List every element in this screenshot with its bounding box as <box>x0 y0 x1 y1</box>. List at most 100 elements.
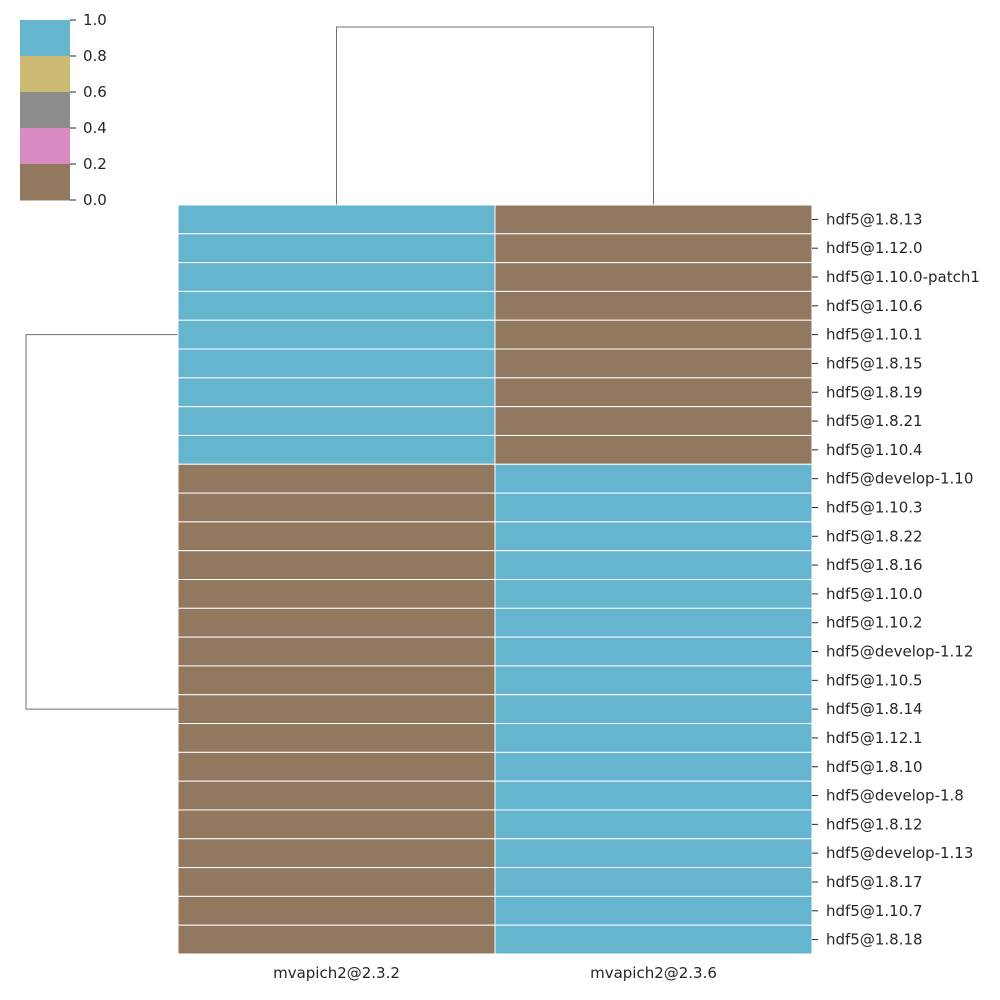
heatmap-cell <box>177 204 496 235</box>
heatmap-cell <box>177 636 496 667</box>
row-label: hdf5@1.8.12 <box>826 815 923 833</box>
heatmap-cell <box>177 492 496 523</box>
heatmap-cell <box>494 867 813 897</box>
row-label: hdf5@1.10.2 <box>826 614 923 632</box>
colorbar-tick-label: 0.4 <box>83 119 107 137</box>
heatmap-cell <box>494 607 813 638</box>
row-label: hdf5@1.12.1 <box>826 729 923 747</box>
heatmap-cell <box>177 463 496 494</box>
heatmap-cell <box>494 262 813 292</box>
heatmap-cell <box>494 463 813 494</box>
heatmap-cell <box>494 751 813 782</box>
colorbar-tick-label: 0.6 <box>83 83 107 101</box>
heatmap-cell <box>177 838 496 869</box>
heatmap-cell <box>177 521 496 552</box>
column-dendrogram <box>336 26 654 205</box>
heatmap-cell <box>177 665 496 696</box>
colorbar-tick-label: 0.0 <box>83 191 107 209</box>
heatmap-cell <box>494 233 813 264</box>
row-label: hdf5@1.8.18 <box>826 931 923 949</box>
column-labels: mvapich2@2.3.2 mvapich2@2.3.6 <box>273 964 717 982</box>
heatmap-cell <box>494 579 813 609</box>
row-label: hdf5@1.8.17 <box>826 873 923 891</box>
heatmap-cell <box>494 290 813 321</box>
heatmap-cell <box>177 262 496 292</box>
heatmap-cell <box>494 550 813 581</box>
heatmap-cell <box>177 607 496 638</box>
row-label: hdf5@develop-1.13 <box>826 844 973 862</box>
heatmap-cell <box>494 809 813 840</box>
heatmap-cell <box>177 434 496 465</box>
row-label: hdf5@develop-1.8 <box>826 787 964 805</box>
row-label: hdf5@1.8.15 <box>826 354 923 372</box>
column-label: mvapich2@2.3.6 <box>590 964 717 982</box>
heatmap-cell <box>494 636 813 667</box>
heatmap-cell <box>177 579 496 609</box>
colorbar-tick-label: 1.0 <box>83 11 107 29</box>
heatmap-cell <box>494 434 813 465</box>
row-label: hdf5@1.12.0 <box>826 239 923 257</box>
column-dendrogram-link <box>336 26 654 205</box>
row-label: hdf5@1.8.22 <box>826 527 923 545</box>
row-label: hdf5@1.10.0-patch1 <box>826 268 980 286</box>
column-label: mvapich2@2.3.2 <box>273 964 400 982</box>
heatmap-cell <box>177 319 496 350</box>
heatmap-cell <box>177 924 496 955</box>
heatmap-cell <box>494 377 813 408</box>
row-label: hdf5@develop-1.10 <box>826 470 973 488</box>
heatmap-cell <box>494 665 813 696</box>
heatmap-cell <box>494 924 813 955</box>
row-dendrogram-link <box>25 334 178 710</box>
heatmap-cell <box>494 204 813 235</box>
heatmap-cell <box>494 838 813 869</box>
row-label: hdf5@develop-1.12 <box>826 643 973 661</box>
colorbar-segment <box>20 20 70 57</box>
row-dendrogram <box>25 334 178 710</box>
heatmap-cell <box>177 780 496 811</box>
heatmap-cell <box>177 233 496 264</box>
heatmap-cell <box>494 780 813 811</box>
heatmap-cell <box>177 290 496 321</box>
row-label: hdf5@1.10.3 <box>826 498 923 516</box>
colorbar-segment <box>20 164 70 201</box>
heatmap-cell <box>177 406 496 436</box>
heatmap-cell <box>494 319 813 350</box>
heatmap-cell <box>494 521 813 552</box>
heatmap-cell <box>177 694 496 725</box>
row-label: hdf5@1.10.5 <box>826 671 923 689</box>
row-label: hdf5@1.10.6 <box>826 297 923 315</box>
heatmap-cell <box>177 895 496 926</box>
row-label: hdf5@1.8.21 <box>826 412 923 430</box>
row-label: hdf5@1.8.10 <box>826 758 923 776</box>
row-label: hdf5@1.8.19 <box>826 383 923 401</box>
colorbar: 1.0 0.8 0.6 0.4 0.2 0.0 <box>20 11 107 209</box>
row-label: hdf5@1.10.1 <box>826 326 923 344</box>
row-label: hdf5@1.8.13 <box>826 210 923 228</box>
heatmap-cell <box>494 723 813 753</box>
heatmap-cell <box>177 751 496 782</box>
heatmap-cell <box>177 377 496 408</box>
heatmap-cell <box>494 895 813 926</box>
row-label: hdf5@1.8.16 <box>826 556 923 574</box>
heatmap-cell <box>494 492 813 523</box>
row-label: hdf5@1.8.14 <box>826 700 923 718</box>
row-labels: hdf5@1.8.13 hdf5@1.12.0 hdf5@1.10.0-patch1… <box>812 210 980 949</box>
heatmap-cell <box>177 550 496 581</box>
row-label: hdf5@1.10.7 <box>826 902 923 920</box>
colorbar-tick-label: 0.8 <box>83 47 107 65</box>
row-label: hdf5@1.10.0 <box>826 585 923 603</box>
heatmap-cell <box>494 406 813 436</box>
colorbar-segment <box>20 56 70 93</box>
heatmap-cell <box>177 867 496 897</box>
heatmap-cell <box>494 694 813 725</box>
heatmap-cell <box>177 723 496 753</box>
heatmap-cell <box>177 809 496 840</box>
colorbar-segment <box>20 128 70 165</box>
row-label: hdf5@1.10.4 <box>826 441 923 459</box>
heatmap-cells <box>177 204 813 955</box>
heatmap-cell <box>177 348 496 379</box>
heatmap-cell <box>494 348 813 379</box>
colorbar-tick-label: 0.2 <box>83 155 107 173</box>
colorbar-segment <box>20 92 70 129</box>
